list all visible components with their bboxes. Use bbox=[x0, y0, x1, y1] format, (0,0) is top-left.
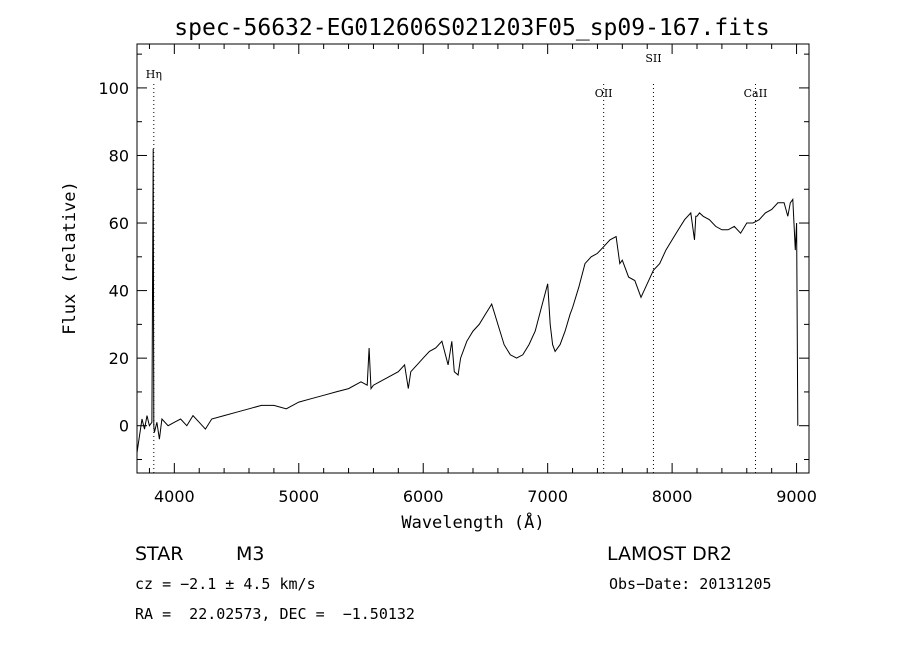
redshift-readout: cz = −2.1 ± 4.5 km/s bbox=[135, 575, 316, 593]
object-type: STAR bbox=[135, 543, 184, 565]
plot-frame bbox=[136, 43, 810, 474]
spectral-subclass: M3 bbox=[236, 543, 265, 565]
spectral-line-label: Hη bbox=[146, 68, 162, 81]
observation-date: Obs−Date: 20131205 bbox=[609, 575, 772, 593]
x-tick-label: 4000 bbox=[154, 487, 195, 506]
spectral-line-label: CaII bbox=[744, 87, 768, 100]
x-axis-label: Wavelength (Å) bbox=[401, 511, 544, 533]
x-tick-label: 8000 bbox=[652, 487, 693, 506]
x-tick-label: 6000 bbox=[403, 487, 444, 506]
spectral-line-label: OII bbox=[595, 87, 613, 100]
spectral-line-label: SII bbox=[645, 52, 661, 65]
y-tick-label: 40 bbox=[109, 282, 129, 301]
y-axis-ticks: 0 20 40 60 80 100 bbox=[98, 53, 809, 460]
x-tick-label: 9000 bbox=[776, 487, 817, 506]
y-tick-label: 60 bbox=[109, 214, 129, 233]
x-tick-label: 5000 bbox=[278, 487, 319, 506]
y-tick-label: 0 bbox=[119, 417, 129, 436]
spectral-line-markers: Hη OII SII CaII bbox=[146, 52, 768, 473]
spectrum-series-line bbox=[136, 148, 799, 453]
survey-name: LAMOST DR2 bbox=[607, 543, 732, 565]
y-axis-label: Flux (relative) bbox=[60, 181, 80, 335]
coordinates-readout: RA = 22.02573, DEC = −1.50132 bbox=[135, 605, 415, 623]
y-tick-label: 80 bbox=[109, 146, 129, 165]
y-tick-label: 20 bbox=[109, 349, 129, 368]
chart-title: spec-56632-EG012606S021203F05_sp09-167.f… bbox=[174, 15, 769, 41]
x-axis-ticks: 4000 5000 6000 7000 8000 9000 bbox=[148, 44, 817, 506]
y-tick-label: 100 bbox=[98, 79, 129, 98]
x-tick-label: 7000 bbox=[527, 487, 568, 506]
